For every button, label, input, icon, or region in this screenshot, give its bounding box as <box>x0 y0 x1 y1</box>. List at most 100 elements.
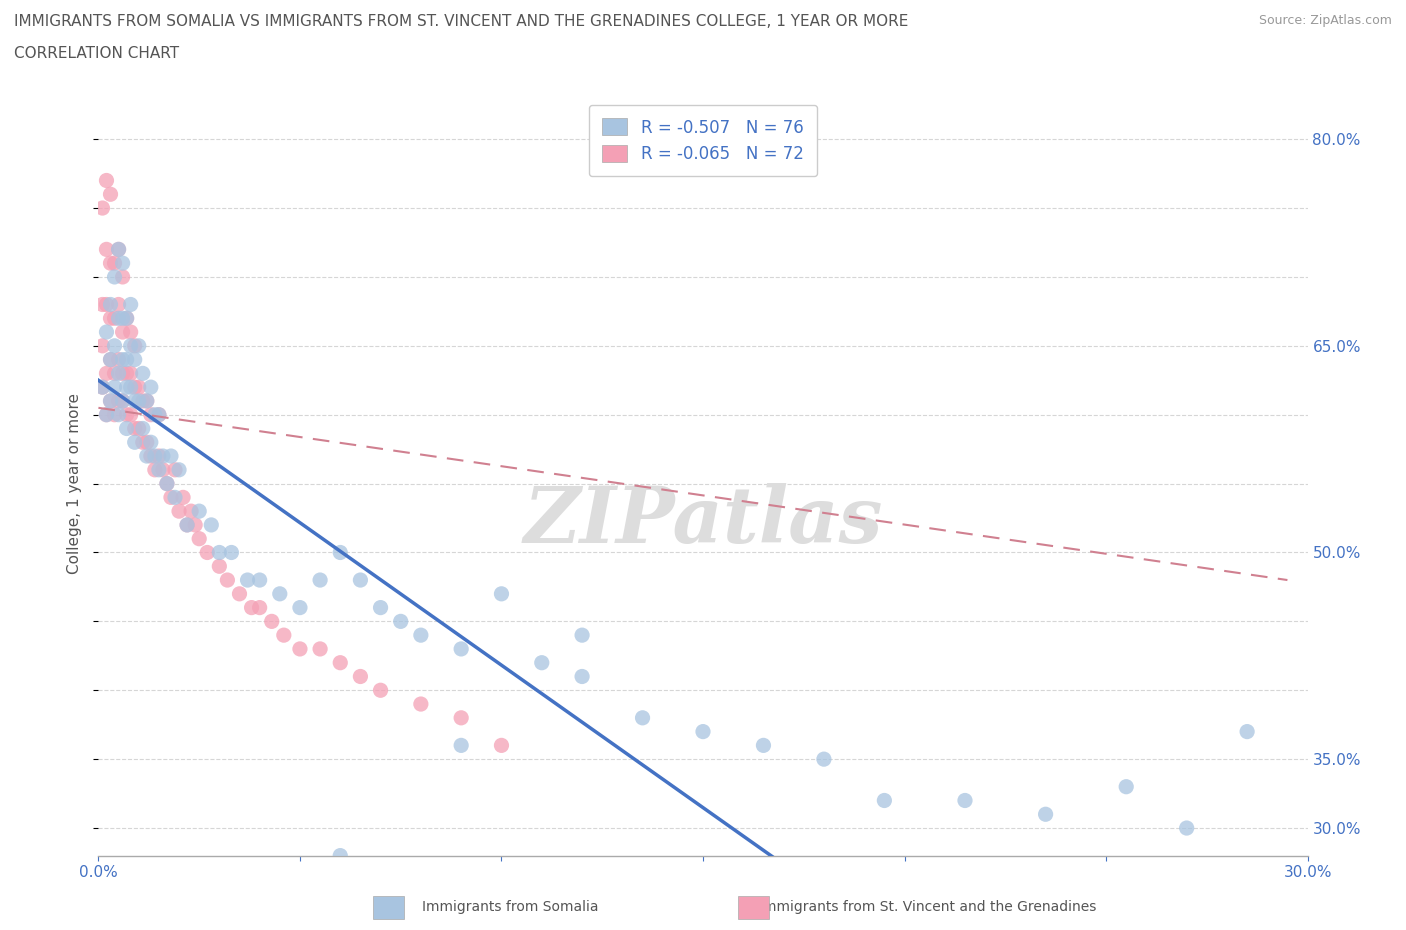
Point <box>176 517 198 532</box>
Point <box>288 642 311 657</box>
Point <box>236 573 259 588</box>
Point <box>152 448 174 463</box>
Point <box>107 242 129 257</box>
Point <box>143 407 166 422</box>
Point <box>120 379 142 394</box>
Point <box>107 297 129 312</box>
Point <box>111 365 134 380</box>
Point <box>260 614 283 629</box>
Point <box>107 242 129 257</box>
Point <box>184 517 207 532</box>
Point <box>96 297 118 312</box>
Point <box>128 421 150 436</box>
Point <box>813 751 835 766</box>
Y-axis label: College, 1 year or more: College, 1 year or more <box>67 393 83 574</box>
Point <box>91 379 114 394</box>
Point <box>103 270 125 285</box>
Point <box>188 531 211 546</box>
Point <box>329 656 352 671</box>
Point <box>953 793 976 808</box>
Point <box>1175 820 1198 835</box>
Point <box>450 711 472 725</box>
Point <box>120 365 142 380</box>
Point <box>273 628 295 643</box>
Point <box>148 407 170 422</box>
Point <box>139 407 162 422</box>
Point <box>176 517 198 532</box>
Point <box>128 393 150 408</box>
Point <box>163 462 186 477</box>
Point <box>269 587 291 602</box>
Point <box>135 435 157 450</box>
Point <box>115 421 138 436</box>
Point <box>156 476 179 491</box>
Point <box>96 173 118 188</box>
Text: CORRELATION CHART: CORRELATION CHART <box>14 46 179 61</box>
Point <box>349 669 371 684</box>
Point <box>111 256 134 271</box>
Point <box>221 545 243 560</box>
Point <box>349 573 371 588</box>
Point <box>143 462 166 477</box>
Point <box>240 600 263 615</box>
Point <box>103 379 125 394</box>
Point <box>91 339 114 353</box>
Point <box>180 504 202 519</box>
Point <box>208 545 231 560</box>
Point <box>571 628 593 643</box>
Point <box>288 600 311 615</box>
Point <box>124 339 146 353</box>
Point <box>200 517 222 532</box>
Point <box>249 573 271 588</box>
Point <box>107 393 129 408</box>
Point <box>208 559 231 574</box>
Point <box>132 421 155 436</box>
Point <box>111 393 134 408</box>
Point <box>135 448 157 463</box>
Point <box>752 737 775 752</box>
Point <box>139 435 162 450</box>
Point <box>143 448 166 463</box>
Text: Source: ZipAtlas.com: Source: ZipAtlas.com <box>1258 14 1392 27</box>
Point <box>172 490 194 505</box>
Point <box>491 737 513 752</box>
Point <box>139 379 162 394</box>
Point <box>409 697 432 711</box>
Point <box>124 393 146 408</box>
Point <box>309 573 332 588</box>
Point <box>115 365 138 380</box>
Point <box>132 393 155 408</box>
Point <box>111 311 134 325</box>
Point <box>103 256 125 271</box>
Point <box>128 339 150 353</box>
Point <box>111 325 134 339</box>
Point <box>107 311 129 325</box>
Point <box>107 352 129 367</box>
Point <box>309 642 332 657</box>
Point <box>100 256 122 271</box>
Point <box>91 379 114 394</box>
Point <box>103 339 125 353</box>
Legend: R = -0.507   N = 76, R = -0.065   N = 72: R = -0.507 N = 76, R = -0.065 N = 72 <box>589 105 817 177</box>
Point <box>450 642 472 657</box>
Point <box>631 711 654 725</box>
Point <box>96 407 118 422</box>
Point <box>100 352 122 367</box>
Point <box>188 504 211 519</box>
Point <box>195 545 218 560</box>
Text: Immigrants from Somalia: Immigrants from Somalia <box>422 899 599 914</box>
Point <box>111 270 134 285</box>
Point <box>217 573 239 588</box>
Point <box>120 297 142 312</box>
Point <box>370 683 392 698</box>
Point <box>100 297 122 312</box>
Point <box>128 379 150 394</box>
Point <box>103 311 125 325</box>
Text: IMMIGRANTS FROM SOMALIA VS IMMIGRANTS FROM ST. VINCENT AND THE GRENADINES COLLEG: IMMIGRANTS FROM SOMALIA VS IMMIGRANTS FR… <box>14 14 908 29</box>
Point <box>1115 779 1137 794</box>
Point <box>249 600 271 615</box>
Point <box>450 737 472 752</box>
Point <box>167 462 190 477</box>
Point <box>148 462 170 477</box>
Point <box>111 352 134 367</box>
